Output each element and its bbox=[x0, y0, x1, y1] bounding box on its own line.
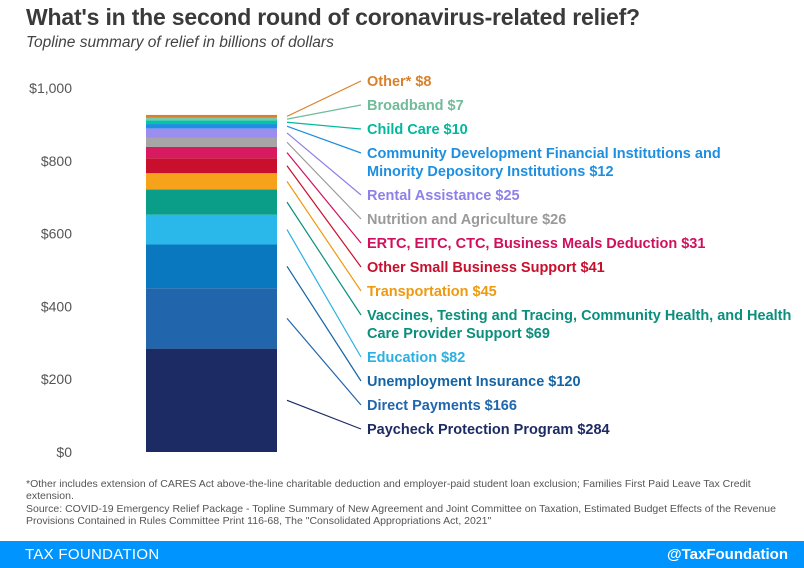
bar-segment bbox=[146, 244, 277, 289]
bar-segment bbox=[146, 158, 277, 174]
y-tick-label: $200 bbox=[41, 371, 72, 387]
segment-label: Rental Assistance $25 bbox=[367, 188, 520, 204]
leader-lines bbox=[286, 80, 362, 430]
segment-label: Other Small Business Support $41 bbox=[367, 260, 605, 276]
segment-label: Transportation $45 bbox=[367, 284, 497, 300]
bar-segment bbox=[146, 117, 277, 121]
bar-segment bbox=[146, 288, 277, 349]
y-tick-label: $0 bbox=[56, 444, 72, 460]
segment-labels: Other* $8 Broadband $7 Child Care $10 Commu… bbox=[367, 74, 791, 438]
bar-segment bbox=[146, 128, 277, 138]
chart-subtitle: Topline summary of relief in billions of… bbox=[26, 34, 334, 51]
leader-line bbox=[286, 181, 362, 292]
segment-label: Community Development Financial Institut… bbox=[367, 146, 721, 180]
brand-name: TAX FOUNDATION bbox=[25, 546, 160, 563]
segment-label: ERTC, EITC, CTC, Business Meals Deductio… bbox=[367, 236, 705, 252]
segment-label: Child Care $10 bbox=[367, 122, 468, 138]
segment-label: Unemployment Insurance $120 bbox=[367, 374, 581, 390]
y-axis: $0 $200 $400 $600 $800 $1,000 bbox=[29, 80, 72, 460]
bar-segment bbox=[146, 348, 277, 452]
bar-segment bbox=[146, 137, 277, 147]
bar-segments bbox=[146, 114, 277, 452]
segment-label: Direct Payments $166 bbox=[367, 398, 517, 414]
leader-line bbox=[286, 132, 362, 196]
leader-line bbox=[286, 201, 362, 316]
bar-segment bbox=[146, 214, 277, 245]
leader-line bbox=[286, 165, 362, 268]
social-handle[interactable]: @TaxFoundation bbox=[666, 546, 788, 563]
segment-label: Paycheck Protection Program $284 bbox=[367, 422, 610, 438]
leader-line bbox=[286, 229, 362, 358]
y-tick-label: $400 bbox=[41, 298, 72, 314]
leader-line bbox=[286, 80, 362, 117]
bar-segment bbox=[146, 146, 277, 159]
bar-segment bbox=[146, 189, 277, 215]
source-note: Source: COVID-19 Emergency Relief Packag… bbox=[26, 503, 776, 527]
bar-segment bbox=[146, 120, 277, 125]
leader-line bbox=[286, 125, 362, 154]
leader-line bbox=[286, 141, 362, 220]
leader-line bbox=[286, 318, 362, 406]
stacked-bar-chart: $0 $200 $400 $600 $800 $1,000 Other* $8 Broadb… bbox=[29, 74, 791, 460]
y-tick-label: $600 bbox=[41, 226, 72, 242]
y-tick-label: $1,000 bbox=[29, 80, 72, 96]
segment-label: Education $82 bbox=[367, 350, 465, 366]
leader-line bbox=[286, 266, 362, 382]
y-tick-label: $800 bbox=[41, 153, 72, 169]
leader-line bbox=[286, 121, 362, 130]
chart-title: What's in the second round of coronaviru… bbox=[26, 4, 640, 30]
footer-bar: TAX FOUNDATION @TaxFoundation bbox=[0, 541, 804, 568]
bar-segment bbox=[146, 114, 277, 118]
segment-label: Nutrition and Agriculture $26 bbox=[367, 212, 566, 228]
leader-line bbox=[286, 152, 362, 244]
segment-label: Vaccines, Testing and Tracing, Community… bbox=[367, 308, 791, 342]
segment-label: Broadband $7 bbox=[367, 98, 464, 114]
leader-line bbox=[286, 399, 362, 430]
bar-segment bbox=[146, 173, 277, 190]
leader-line bbox=[286, 104, 362, 120]
bar-segment bbox=[146, 124, 277, 129]
footnote: *Other includes extension of CARES Act a… bbox=[26, 478, 751, 502]
segment-label: Other* $8 bbox=[367, 74, 431, 90]
